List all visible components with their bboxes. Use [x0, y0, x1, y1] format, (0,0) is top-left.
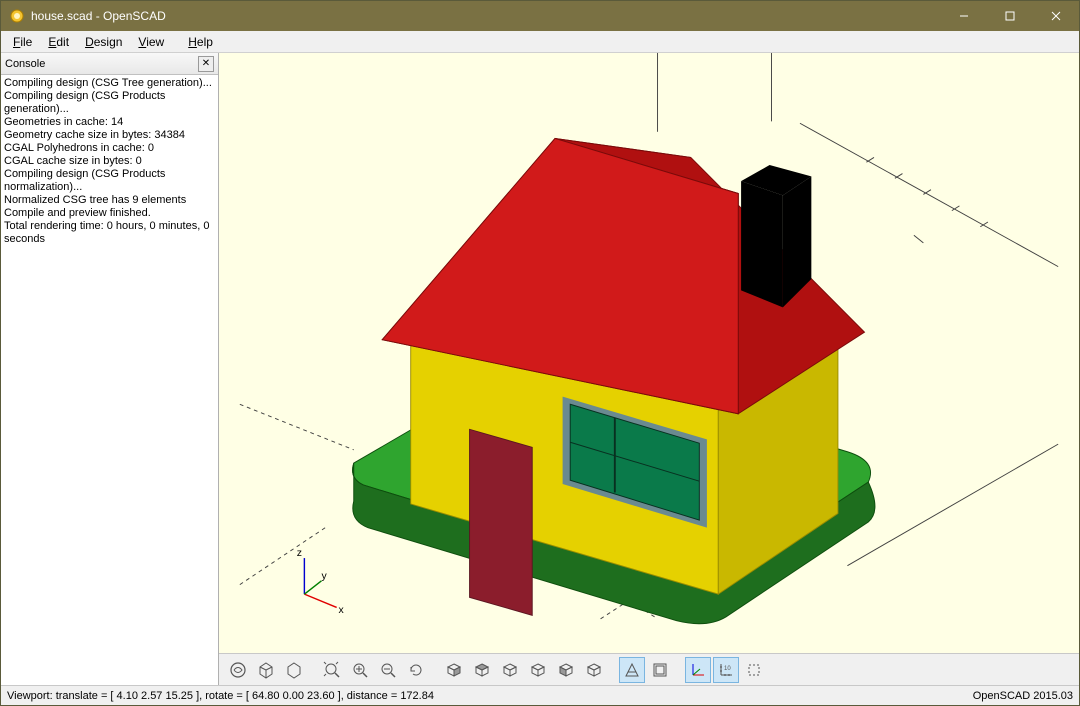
console-header[interactable]: Console ✕ — [1, 53, 218, 75]
zoom-in-icon[interactable] — [347, 657, 373, 683]
preview-icon[interactable] — [225, 657, 251, 683]
svg-text:x: x — [339, 605, 345, 616]
show-axes-icon[interactable] — [685, 657, 711, 683]
menu-file[interactable]: File — [5, 33, 40, 51]
console-output[interactable]: Compiling design (CSG Tree generation)..… — [1, 75, 218, 685]
view-top-icon[interactable] — [469, 657, 495, 683]
window-title: house.scad - OpenSCAD — [31, 9, 941, 23]
scene-svg: z x y — [219, 53, 1079, 653]
app-window: house.scad - OpenSCAD File Edit Design V… — [0, 0, 1080, 706]
view-all-icon[interactable] — [281, 657, 307, 683]
main-body: Console ✕ Compiling design (CSG Tree gen… — [1, 53, 1079, 685]
app-icon — [9, 8, 25, 24]
status-right: OpenSCAD 2015.03 — [973, 690, 1073, 702]
menu-edit[interactable]: Edit — [40, 33, 77, 51]
titlebar[interactable]: house.scad - OpenSCAD — [1, 1, 1079, 31]
console-close-button[interactable]: ✕ — [198, 56, 214, 72]
scene-door — [470, 429, 533, 615]
view-bottom-icon[interactable] — [497, 657, 523, 683]
svg-text:y: y — [321, 571, 327, 582]
minimize-button[interactable] — [941, 1, 987, 31]
render-icon[interactable] — [253, 657, 279, 683]
scene-chimney — [741, 165, 811, 307]
close-button[interactable] — [1033, 1, 1079, 31]
menu-design[interactable]: Design — [77, 33, 130, 51]
view-left-icon[interactable] — [525, 657, 551, 683]
menubar: File Edit Design View Help — [1, 31, 1079, 53]
console-panel: Console ✕ Compiling design (CSG Tree gen… — [1, 53, 219, 685]
statusbar: Viewport: translate = [ 4.10 2.57 15.25 … — [1, 685, 1079, 705]
status-left: Viewport: translate = [ 4.10 2.57 15.25 … — [7, 690, 973, 702]
perspective-icon[interactable] — [619, 657, 645, 683]
menu-help[interactable]: Help — [180, 33, 221, 51]
viewport-toolbar: 10 — [219, 653, 1079, 685]
zoom-out-icon[interactable] — [375, 657, 401, 683]
reset-view-icon[interactable] — [403, 657, 429, 683]
viewport-canvas[interactable]: z x y — [219, 53, 1079, 653]
orthogonal-icon[interactable] — [647, 657, 673, 683]
view-front-icon[interactable] — [553, 657, 579, 683]
maximize-button[interactable] — [987, 1, 1033, 31]
zoom-reset-icon[interactable] — [319, 657, 345, 683]
svg-text:10: 10 — [724, 666, 731, 672]
svg-text:z: z — [297, 548, 302, 559]
console-title: Console — [5, 58, 198, 70]
show-scale-icon[interactable]: 10 — [713, 657, 739, 683]
view-right-icon[interactable] — [441, 657, 467, 683]
show-crosshairs-icon[interactable] — [741, 657, 767, 683]
viewport: z x y 10 — [219, 53, 1079, 685]
menu-view[interactable]: View — [130, 33, 172, 51]
view-back-icon[interactable] — [581, 657, 607, 683]
